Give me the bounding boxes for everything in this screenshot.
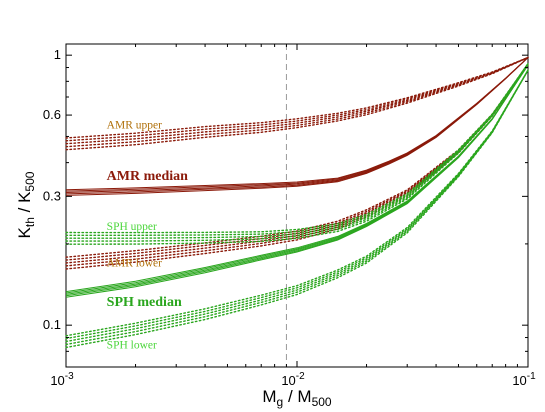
series-line bbox=[65, 69, 529, 343]
y-tick-label: 0.1 bbox=[43, 317, 61, 332]
y-axis-label: Kth / K500 bbox=[15, 171, 37, 238]
y-tick-label: 1 bbox=[54, 47, 61, 62]
annotation-sph-upper: SPH upper bbox=[107, 221, 157, 233]
y-axis-label-sub2: 500 bbox=[23, 171, 37, 191]
series-amr-median bbox=[65, 57, 529, 196]
series-sph-lower bbox=[65, 69, 529, 349]
series-sph-median bbox=[65, 64, 529, 298]
plot-frame bbox=[65, 43, 529, 368]
series-line bbox=[65, 63, 529, 242]
series-line bbox=[65, 64, 529, 293]
annotation-layer: AMR upper AMR median SPH upper AMR lower SPH… bbox=[107, 120, 188, 352]
series-line bbox=[65, 57, 529, 191]
x-axis-label-main: M bbox=[262, 387, 276, 406]
series-layer bbox=[65, 56, 529, 349]
series-line bbox=[65, 69, 529, 337]
x-tick-label: 10-3 bbox=[50, 371, 74, 388]
x-tick-label: 10-1 bbox=[512, 371, 536, 388]
series-line bbox=[65, 69, 529, 349]
series-line bbox=[65, 56, 529, 151]
x-axis-label: Mg / M500 bbox=[262, 387, 332, 409]
annotation-amr-upper: AMR upper bbox=[107, 120, 162, 132]
tick-layer: 0.1 0.3 0.6 1 10-3 10-2 10-1 bbox=[43, 44, 536, 388]
series-line bbox=[65, 63, 529, 245]
y-tick-label: 0.6 bbox=[43, 107, 61, 122]
series-line bbox=[65, 64, 529, 267]
y-tick-label: 0.3 bbox=[43, 188, 61, 203]
series-amr-upper bbox=[65, 56, 529, 151]
annotation-sph-median: SPH median bbox=[107, 295, 182, 310]
annotation-amr-median: AMR median bbox=[107, 169, 188, 184]
annotation-amr-lower: AMR lower bbox=[107, 257, 162, 269]
y-axis-label-main: K bbox=[15, 226, 34, 238]
y-axis-label-sub1: th bbox=[23, 217, 37, 227]
series-line bbox=[65, 56, 529, 139]
series-line bbox=[65, 63, 529, 234]
x-axis-label-mid: / M bbox=[283, 387, 311, 406]
series-line bbox=[65, 56, 529, 148]
x-tick-label: 10-2 bbox=[281, 371, 305, 388]
y-axis-label-mid: / K bbox=[15, 191, 34, 217]
x-axis-label-sub1: g bbox=[277, 395, 284, 409]
series-sph-upper bbox=[65, 63, 529, 245]
series-line bbox=[65, 56, 529, 145]
x-axis-label-sub2: 500 bbox=[312, 395, 332, 409]
annotation-sph-lower: SPH lower bbox=[107, 339, 157, 351]
